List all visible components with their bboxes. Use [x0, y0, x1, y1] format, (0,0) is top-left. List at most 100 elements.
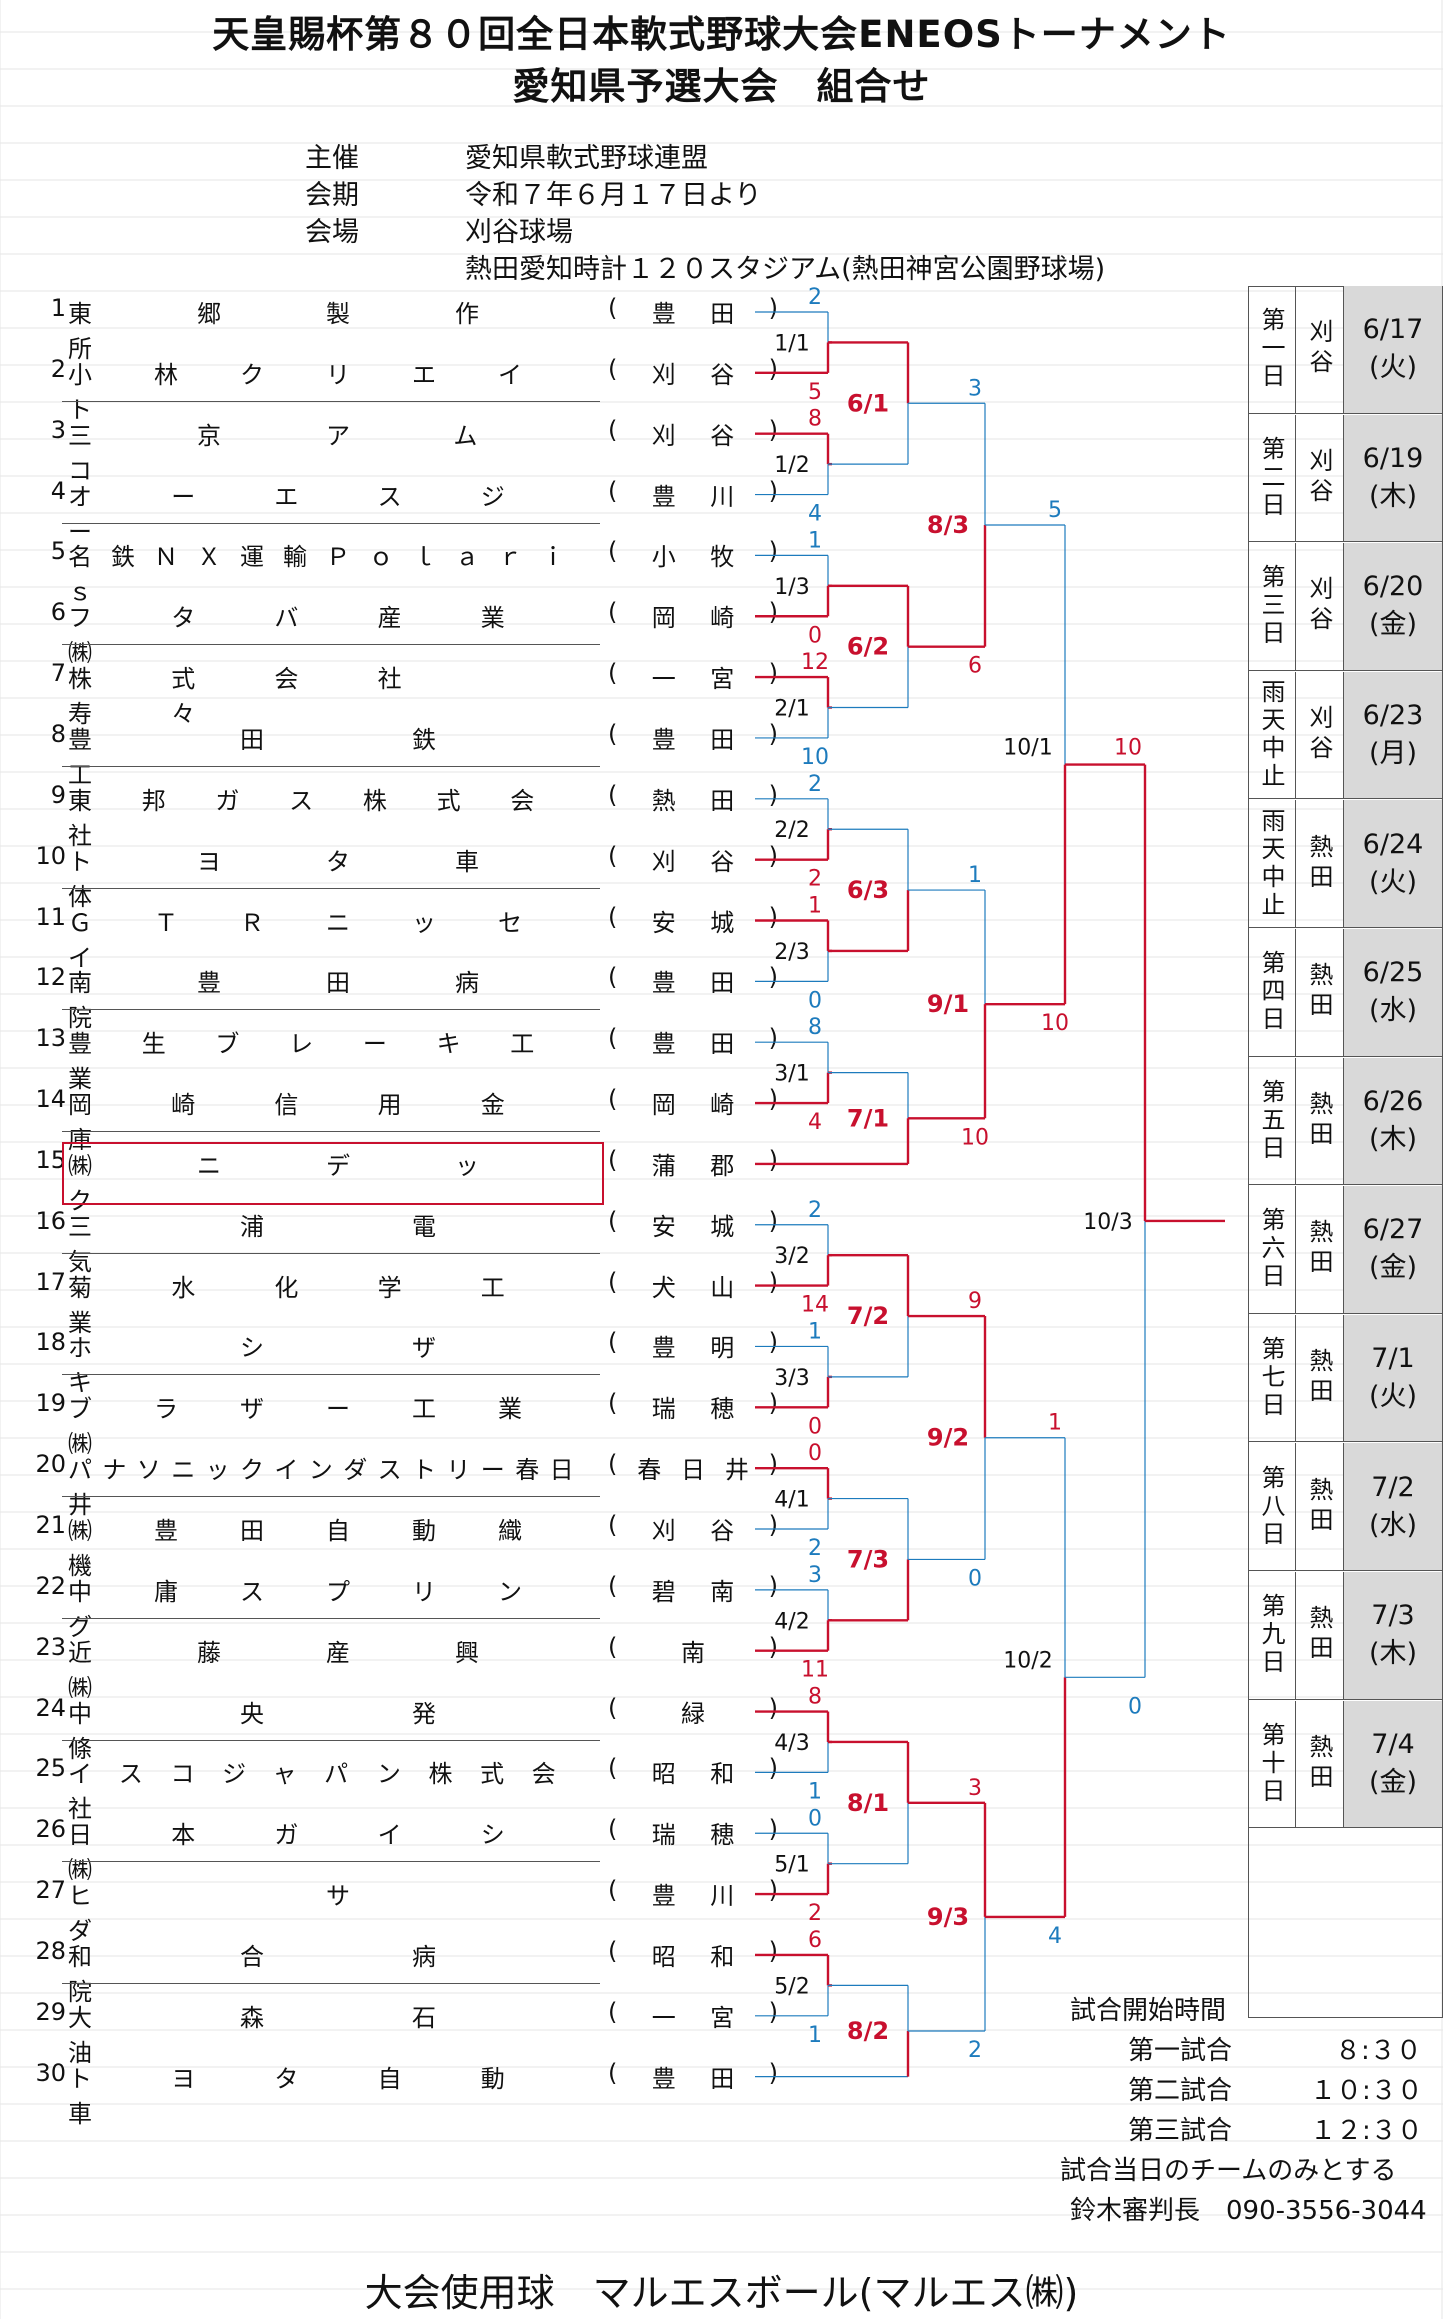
team-number: 10: [35, 841, 66, 870]
highlight-box: [62, 1142, 604, 1205]
schedule-dow: (月): [1368, 738, 1418, 770]
score: 6: [808, 1928, 822, 1953]
schedule-day: 第二日: [1257, 435, 1285, 520]
team-row: 27 ヒサダ (豊川): [28, 1876, 778, 1945]
team-number: 18: [35, 1328, 66, 1357]
schedule-dow: (水): [1368, 1509, 1418, 1541]
team-region: (刈谷): [608, 841, 778, 876]
team-region: (豊田): [608, 719, 778, 754]
schedule-row: 第七日 熱田 7/1 (火): [1248, 1314, 1442, 1443]
venue-atsuta: 熱田愛知時計１２０スタジアム(熱田神宮公園野球場): [465, 254, 1106, 285]
team-number: 30: [35, 2058, 66, 2087]
team-name: 大森石油: [68, 2003, 584, 2067]
row-divider: [62, 1496, 600, 1498]
team-region: (緑): [608, 1693, 778, 1728]
schedule-day: 第三日: [1257, 564, 1285, 649]
game-label: 5/2: [774, 1974, 809, 1999]
game-label: 10/3: [1083, 1210, 1132, 1235]
game-label: 6/1: [847, 389, 889, 417]
score: 8: [808, 407, 822, 432]
team-name: 豊生ブレーキ工業: [68, 1030, 584, 1094]
schedule-venue: 熱田: [1305, 1219, 1333, 1280]
score: 14: [801, 1293, 829, 1318]
team-number: 8: [50, 719, 66, 748]
schedule-day: 第五日: [1257, 1078, 1285, 1163]
score: 0: [1128, 1694, 1142, 1719]
schedule-venue: 刈谷: [1305, 319, 1333, 380]
score: 1: [1048, 1411, 1062, 1436]
team-region: (蒲郡): [608, 1145, 778, 1180]
team-row: 7 株式会社寿々 (一宮): [28, 659, 778, 728]
schedule-date: 6/20 (金): [1344, 543, 1442, 670]
team-number: 4: [50, 476, 66, 505]
game-label: 10/1: [1003, 736, 1052, 761]
team-number: 24: [35, 1693, 66, 1722]
team-row: 25 イスコジャパン株式会社 (昭和): [28, 1754, 778, 1823]
title-line2: 愛知県予選大会 組合せ: [512, 65, 931, 108]
score: 1: [808, 894, 822, 919]
schedule-venue: 熱田: [1305, 833, 1333, 894]
schedule-date-value: 7/2: [1371, 1471, 1415, 1503]
team-name: オーエスジー: [68, 482, 584, 546]
team-name: ヒサダ: [68, 1882, 584, 1946]
schedule-date: 7/2 (水): [1344, 1443, 1442, 1570]
game1-time: ８:３０: [1335, 2036, 1422, 2066]
game-label: 3/2: [774, 1244, 809, 1269]
team-number: 28: [35, 1936, 66, 1965]
note-referee: 鈴木審判長 090-3556-3044: [1070, 2196, 1427, 2226]
team-row: 28 和合病院 (昭和): [28, 1936, 778, 2006]
team-number: 6: [50, 598, 66, 627]
team-number: 16: [35, 1206, 66, 1235]
team-name: トヨタ車体: [68, 847, 584, 911]
row-divider: [62, 1009, 600, 1011]
schedule-divider: [1295, 1314, 1296, 1442]
score: 5: [1048, 498, 1062, 523]
score: 8: [808, 1685, 822, 1710]
score: 3: [968, 376, 982, 401]
period-label: 会期: [305, 180, 359, 211]
team-region: (昭和): [608, 1936, 778, 1971]
team-row: 29 大森石油 (一宮): [28, 1998, 778, 2067]
schedule-date-value: 6/19: [1362, 442, 1424, 474]
schedule-date: 6/19 (木): [1344, 414, 1442, 542]
team-name: パナソニックインダストリー春日井: [68, 1456, 584, 1520]
team-row: 9 東邦ガス株式会社 (熱田): [28, 781, 778, 850]
score: 0: [808, 623, 822, 648]
schedule-row: 第二日 刈谷 6/19 (木): [1248, 414, 1442, 543]
game-label: 7/2: [847, 1302, 889, 1330]
team-number: 5: [50, 537, 66, 566]
score: 1: [808, 528, 822, 553]
score: 2: [808, 1536, 822, 1561]
team-name: ブラザー工業㈱: [68, 1395, 584, 1459]
schedule-venue: 熱田: [1305, 1348, 1333, 1409]
schedule-divider: [1295, 671, 1296, 799]
schedule-date: 7/4 (金): [1344, 1700, 1442, 1828]
team-number: 12: [35, 963, 66, 992]
score: 5: [808, 380, 822, 405]
game-label: 5/1: [774, 1853, 809, 1878]
schedule-venue: 熱田: [1305, 1605, 1333, 1666]
score: 4: [808, 1110, 822, 1135]
team-row: 15 ㈱ニデック (蒲郡): [28, 1146, 778, 1215]
row-divider: [62, 1252, 600, 1254]
game-label: 1/3: [774, 575, 809, 600]
game-label: 2/1: [774, 697, 809, 722]
team-row: 12 南豊田病院 (豊田): [28, 963, 778, 1032]
game-label: 1/1: [774, 331, 809, 356]
game3-label: 第三試合: [1128, 2116, 1233, 2146]
team-region: (刈谷): [608, 1511, 778, 1545]
row-divider: [62, 1617, 600, 1619]
team-name: 近藤産興㈱: [68, 1638, 584, 1702]
schedule-dow: (火): [1368, 866, 1418, 898]
game1-label: 第一試合: [1128, 2036, 1233, 2066]
game2-label: 第二試合: [1128, 2076, 1233, 2106]
team-region: (一宮): [608, 659, 778, 694]
game-label: 7/1: [847, 1104, 889, 1132]
game-label: 4/1: [774, 1488, 809, 1513]
footer-ball: 大会使用球 マルエスボール(マルエス㈱): [364, 2271, 1079, 2315]
schedule-row: 第五日 熱田 6/26 (木): [1248, 1057, 1442, 1186]
schedule-day: 雨天中止: [1257, 807, 1285, 920]
schedule-day: 第一日: [1257, 307, 1285, 392]
team-row: 19 ブラザー工業㈱ (瑞穂): [28, 1389, 778, 1458]
